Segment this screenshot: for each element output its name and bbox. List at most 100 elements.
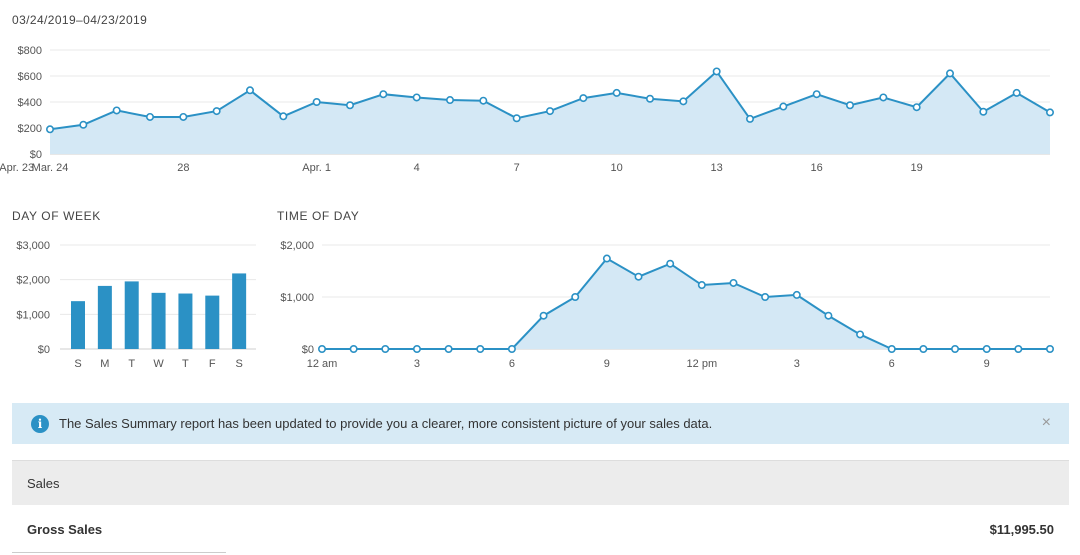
- data-point: [412, 344, 421, 353]
- time-of-day-title: TIME OF DAY: [277, 209, 360, 223]
- data-point: [545, 107, 554, 116]
- data-point: [951, 344, 960, 353]
- table-row[interactable]: Gross Sales $11,995.50: [12, 506, 1069, 553]
- data-point: [571, 292, 580, 301]
- data-point: [824, 311, 833, 320]
- close-icon[interactable]: ×: [1041, 414, 1051, 431]
- data-point: [444, 344, 453, 353]
- data-point: [945, 69, 954, 78]
- day-of-week-title: DAY OF WEEK: [12, 209, 101, 223]
- data-point: [761, 292, 770, 301]
- y-tick-label: $2,000: [280, 240, 314, 252]
- data-point: [645, 94, 654, 103]
- data-point: [1012, 88, 1021, 97]
- data-point: [212, 107, 221, 116]
- x-tick-label: S: [235, 358, 242, 370]
- data-point: [612, 88, 621, 97]
- x-tick-label: F: [209, 358, 216, 370]
- y-tick-label: $2,000: [16, 275, 50, 287]
- y-tick-label: $1,000: [280, 292, 314, 304]
- x-tick-label: Apr. 23: [0, 162, 34, 174]
- x-tick-label: M: [100, 358, 109, 370]
- x-tick-label: 13: [711, 162, 723, 174]
- data-point: [919, 344, 928, 353]
- x-tick-label: 19: [911, 162, 923, 174]
- y-tick-label: $600: [18, 71, 42, 83]
- bar: [205, 295, 220, 349]
- bar: [151, 292, 166, 349]
- data-point: [539, 311, 548, 320]
- data-point: [1046, 344, 1055, 353]
- data-point: [479, 96, 488, 105]
- data-point: [1014, 344, 1023, 353]
- x-tick-label: T: [128, 358, 135, 370]
- gross-sales-label: Gross Sales: [27, 522, 103, 537]
- daily-sales-chart: $0 $200 $400 $600 $800 Mar. 24 28 Apr. 1 4 7 10 13 1…: [0, 45, 1055, 174]
- data-point: [412, 93, 421, 102]
- series-line: [322, 257, 1050, 350]
- x-tick-label: 6: [889, 358, 895, 370]
- y-tick-label: $1,000: [16, 309, 50, 321]
- data-point: [445, 96, 454, 105]
- x-tick-label: 3: [794, 358, 800, 370]
- data-point: [579, 94, 588, 103]
- data-point: [79, 120, 88, 129]
- data-point: [349, 344, 358, 353]
- notice-message: The Sales Summary report has been update…: [59, 416, 713, 431]
- data-point: [745, 114, 754, 123]
- x-tick-label: S: [74, 358, 81, 370]
- row-divider: [12, 552, 226, 553]
- x-tick-label: 28: [177, 162, 189, 174]
- data-point: [246, 86, 255, 95]
- data-point: [779, 102, 788, 111]
- data-point: [312, 98, 321, 107]
- x-tick-label: 12 am: [307, 358, 338, 370]
- date-range[interactable]: 03/24/2019–04/23/2019: [12, 13, 148, 27]
- data-point: [887, 344, 896, 353]
- data-point: [345, 101, 354, 110]
- data-point: [507, 344, 516, 353]
- x-tick-label: 12 pm: [687, 358, 718, 370]
- data-point: [982, 344, 991, 353]
- data-point: [856, 330, 865, 339]
- data-point: [979, 107, 988, 116]
- data-point: [1046, 108, 1055, 117]
- y-tick-label: $0: [38, 344, 50, 356]
- data-point: [879, 93, 888, 102]
- data-point: [476, 344, 485, 353]
- info-icon: i: [31, 415, 49, 433]
- bar: [124, 281, 139, 349]
- y-tick-label: $800: [18, 45, 42, 57]
- data-point: [112, 106, 121, 115]
- data-point: [697, 281, 706, 290]
- area-fill: [322, 258, 1050, 349]
- x-tick-label: 9: [604, 358, 610, 370]
- sales-table-header: Sales: [12, 460, 1069, 505]
- data-point: [912, 103, 921, 112]
- x-tick-label: 6: [509, 358, 515, 370]
- y-tick-label: $0: [302, 344, 314, 356]
- data-point: [666, 259, 675, 268]
- x-tick-label: W: [153, 358, 164, 370]
- data-point: [179, 112, 188, 121]
- x-tick-label: 7: [514, 162, 520, 174]
- data-point: [512, 114, 521, 123]
- data-point: [602, 254, 611, 263]
- day-of-week-chart: $0 $1,000 $2,000 $3,000 S M T W T F S: [16, 240, 256, 370]
- data-point: [634, 272, 643, 281]
- data-point: [792, 290, 801, 299]
- update-notice: i The Sales Summary report has been upda…: [12, 403, 1069, 444]
- x-tick-label: 4: [414, 162, 420, 174]
- data-point: [379, 90, 388, 99]
- data-point: [679, 97, 688, 106]
- sales-header-label: Sales: [27, 476, 60, 491]
- data-point: [146, 112, 155, 121]
- data-point: [812, 90, 821, 99]
- y-tick-label: $3,000: [16, 240, 50, 252]
- data-point: [712, 67, 721, 76]
- x-tick-label: 9: [984, 358, 990, 370]
- x-tick-label: 10: [611, 162, 623, 174]
- data-point: [317, 344, 326, 353]
- time-of-day-chart: $0 $1,000 $2,000 12 am 3 6 9 12 pm 3 6 9: [280, 240, 1055, 370]
- x-tick-label: Apr. 1: [302, 162, 331, 174]
